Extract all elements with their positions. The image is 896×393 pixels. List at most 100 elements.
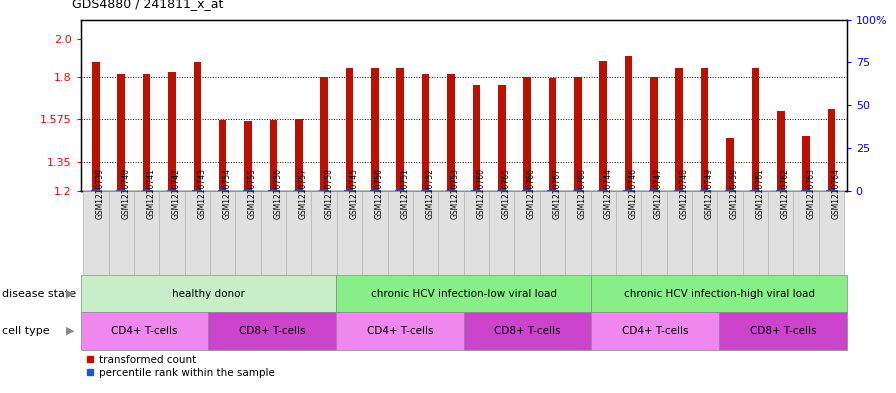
Bar <box>269 190 279 191</box>
Bar <box>650 77 658 191</box>
Text: GSM1210757: GSM1210757 <box>298 169 308 219</box>
Text: CD8+ T-cells: CD8+ T-cells <box>750 326 816 336</box>
Text: ▶: ▶ <box>65 326 74 336</box>
Bar <box>523 77 531 191</box>
Bar <box>422 74 429 191</box>
Bar <box>565 191 590 275</box>
Text: CD8+ T-cells: CD8+ T-cells <box>495 326 561 336</box>
Bar <box>522 190 532 191</box>
Text: GSM1210742: GSM1210742 <box>172 169 181 219</box>
Bar <box>134 191 159 275</box>
Bar <box>625 56 633 191</box>
Bar <box>336 275 591 312</box>
Text: disease state: disease state <box>2 289 76 299</box>
Bar <box>498 85 505 191</box>
Bar <box>90 190 101 191</box>
Text: GSM1210754: GSM1210754 <box>223 169 232 219</box>
Bar <box>496 190 507 191</box>
Text: GSM1210739: GSM1210739 <box>96 169 105 219</box>
Bar <box>346 68 353 191</box>
Bar <box>319 190 329 191</box>
Bar <box>514 191 539 275</box>
Text: cell type: cell type <box>2 326 49 336</box>
Bar <box>336 312 464 350</box>
Bar <box>344 190 355 191</box>
Text: GSM1210744: GSM1210744 <box>603 169 612 219</box>
Text: GSM1210756: GSM1210756 <box>273 169 282 219</box>
Bar <box>539 191 565 275</box>
Bar <box>802 136 810 191</box>
Bar <box>116 189 126 191</box>
Bar <box>294 190 304 191</box>
Bar <box>337 191 362 275</box>
Bar <box>362 191 388 275</box>
Bar <box>92 62 99 191</box>
Bar <box>727 138 734 191</box>
Bar <box>438 191 464 275</box>
Bar <box>321 77 328 191</box>
Text: GDS4880 / 241811_x_at: GDS4880 / 241811_x_at <box>72 0 223 10</box>
Bar <box>243 190 254 191</box>
Bar <box>471 190 481 191</box>
Bar <box>218 190 228 191</box>
Text: GSM1210740: GSM1210740 <box>121 169 130 219</box>
Bar <box>700 190 710 191</box>
Bar <box>108 191 134 275</box>
Bar <box>370 190 380 191</box>
Bar <box>743 191 768 275</box>
Bar <box>295 119 303 191</box>
Text: ▶: ▶ <box>65 289 74 299</box>
Text: GSM1210746: GSM1210746 <box>629 169 638 219</box>
Bar <box>794 191 819 275</box>
Bar <box>447 74 455 191</box>
Bar <box>464 191 489 275</box>
Bar <box>768 191 794 275</box>
Bar <box>286 191 312 275</box>
Text: GSM1210768: GSM1210768 <box>578 169 587 219</box>
Bar <box>777 111 785 191</box>
Bar <box>548 77 556 191</box>
Bar <box>83 191 108 275</box>
Bar <box>420 190 431 191</box>
Bar <box>236 191 261 275</box>
Text: GSM1210751: GSM1210751 <box>401 169 409 219</box>
Bar <box>667 191 692 275</box>
Text: CD4+ T-cells: CD4+ T-cells <box>111 326 177 336</box>
Bar <box>701 68 709 191</box>
Bar <box>261 191 286 275</box>
Text: GSM1210762: GSM1210762 <box>780 169 789 219</box>
Bar <box>591 275 847 312</box>
Bar <box>371 68 379 191</box>
Bar <box>312 191 337 275</box>
Text: CD8+ T-cells: CD8+ T-cells <box>239 326 306 336</box>
Bar <box>194 62 201 191</box>
Bar <box>270 120 277 191</box>
Legend: transformed count, percentile rank within the sample: transformed count, percentile rank withi… <box>86 355 275 378</box>
Bar <box>210 191 236 275</box>
Bar <box>591 312 719 350</box>
Bar <box>219 120 227 191</box>
Bar <box>599 190 608 191</box>
Bar <box>245 121 252 191</box>
Text: GSM1210745: GSM1210745 <box>349 169 358 219</box>
Text: GSM1210743: GSM1210743 <box>197 169 206 219</box>
Text: GSM1210750: GSM1210750 <box>375 169 383 219</box>
Bar <box>573 190 583 191</box>
Bar <box>208 312 336 350</box>
Bar <box>472 85 480 191</box>
Bar <box>489 191 514 275</box>
Bar <box>616 191 642 275</box>
Text: GSM1210748: GSM1210748 <box>679 169 688 219</box>
Bar <box>819 191 844 275</box>
Text: GSM1210747: GSM1210747 <box>654 169 663 219</box>
Bar <box>396 68 404 191</box>
Text: GSM1210752: GSM1210752 <box>426 169 435 219</box>
Bar <box>826 190 837 191</box>
Bar <box>624 189 633 191</box>
Bar <box>750 190 761 191</box>
Text: GSM1210763: GSM1210763 <box>806 169 815 219</box>
Bar <box>574 77 582 191</box>
Bar <box>547 190 557 191</box>
Bar <box>446 190 456 191</box>
Bar <box>676 68 683 191</box>
